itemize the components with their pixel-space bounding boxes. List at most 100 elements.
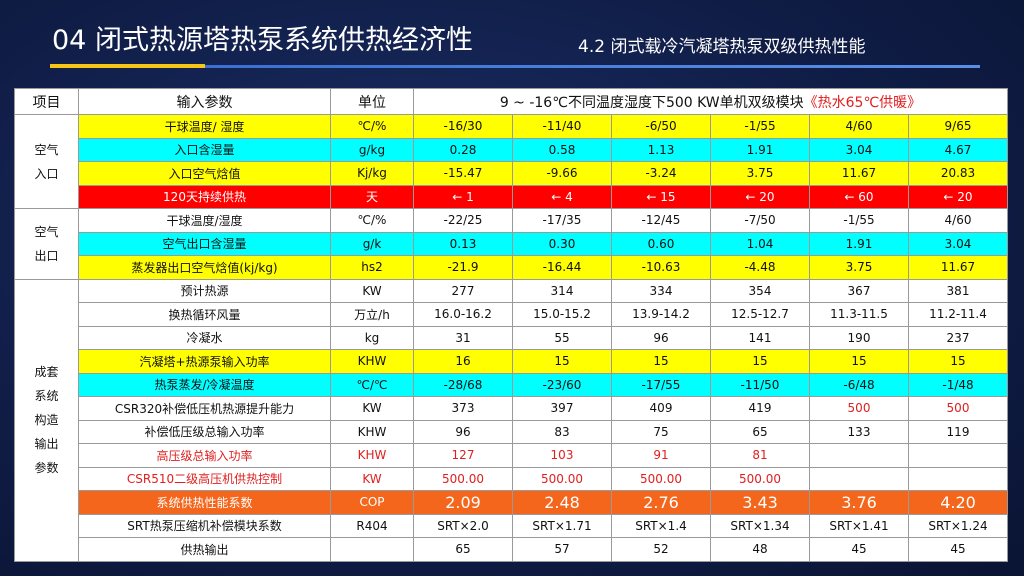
unit-cell: g/kg bbox=[330, 137, 414, 162]
value-cell: 4/60 bbox=[908, 208, 1008, 233]
value-cell: 314 bbox=[512, 278, 612, 303]
value-cell: 354 bbox=[710, 278, 810, 303]
table-row: 入口空气焓值 Kj/kg -15.47 -9.66 -3.24 3.75 11.67 20.8… bbox=[15, 161, 1008, 186]
value-cell: 3.04 bbox=[908, 231, 1008, 256]
table-row: 补偿低压级总输入功率 KHW 96 83 75 65 133 119 bbox=[15, 419, 1008, 444]
value-cell: SRT×1.4 bbox=[611, 513, 711, 538]
value-cell: 31 bbox=[413, 325, 513, 350]
value-cell: -15.47 bbox=[413, 161, 513, 186]
value-cell: 373 bbox=[413, 396, 513, 421]
header-cell: 单位 bbox=[330, 88, 414, 115]
value-cell: 55 bbox=[512, 325, 612, 350]
value-cell: 119 bbox=[908, 419, 1008, 444]
value-cell: 127 bbox=[413, 443, 513, 468]
value-cell: 3.75 bbox=[710, 161, 810, 186]
param-cell: 供热输出 bbox=[78, 537, 331, 562]
value-cell: 0.30 bbox=[512, 231, 612, 256]
value-cell: 13.9-14.2 bbox=[611, 302, 711, 327]
param-cell: 入口空气焓值 bbox=[78, 161, 331, 186]
value-cell: ← 60 bbox=[809, 184, 909, 209]
param-cell: 空气出口含湿量 bbox=[78, 231, 331, 256]
value-cell: 0.60 bbox=[611, 231, 711, 256]
value-cell: 65 bbox=[710, 419, 810, 444]
unit-cell: KW bbox=[330, 396, 414, 421]
param-cell: 高压级总输入功率 bbox=[78, 443, 331, 468]
param-cell: 热泵蒸发/冷凝温度 bbox=[78, 372, 331, 397]
unit-cell: KW bbox=[330, 466, 414, 491]
param-cell: 干球温度/ 湿度 bbox=[78, 114, 331, 139]
value-cell: 4.67 bbox=[908, 137, 1008, 162]
value-cell: 1.13 bbox=[611, 137, 711, 162]
table-row: 空气出口含湿量 g/k 0.13 0.30 0.60 1.04 1.91 3.04 bbox=[15, 231, 1008, 256]
value-cell: -9.66 bbox=[512, 161, 612, 186]
value-cell: -3.24 bbox=[611, 161, 711, 186]
param-cell: 干球温度/湿度 bbox=[78, 208, 331, 233]
divider-line bbox=[205, 65, 980, 68]
param-cell: 换热循环风量 bbox=[78, 302, 331, 327]
value-cell: 65 bbox=[413, 537, 513, 562]
value-cell: -21.9 bbox=[413, 255, 513, 280]
value-cell: 15 bbox=[611, 349, 711, 374]
value-cell: 0.58 bbox=[512, 137, 612, 162]
value-cell: 3.75 bbox=[809, 255, 909, 280]
value-cell: -6/48 bbox=[809, 372, 909, 397]
unit-cell: ℃/℃ bbox=[330, 372, 414, 397]
value-cell bbox=[809, 466, 909, 491]
value-cell: 500 bbox=[809, 396, 909, 421]
value-cell: 12.5-12.7 bbox=[710, 302, 810, 327]
value-cell: 3.76 bbox=[809, 490, 909, 515]
value-cell: SRT×1.34 bbox=[710, 513, 810, 538]
unit-cell: ℃/% bbox=[330, 208, 414, 233]
value-cell: -1/55 bbox=[809, 208, 909, 233]
header-cell: 输入参数 bbox=[78, 88, 331, 115]
unit-cell: KHW bbox=[330, 443, 414, 468]
unit-cell: KW bbox=[330, 278, 414, 303]
param-cell: 120天持续供热 bbox=[78, 184, 331, 209]
value-cell: 103 bbox=[512, 443, 612, 468]
table-row: 冷凝水 kg 31 55 96 141 190 237 bbox=[15, 325, 1008, 350]
value-cell: 15 bbox=[908, 349, 1008, 374]
table-row: 汽凝塔+热源泵输入功率 KHW 16 15 15 15 15 15 bbox=[15, 349, 1008, 374]
value-cell: 9/65 bbox=[908, 114, 1008, 139]
value-cell bbox=[809, 443, 909, 468]
value-cell: 334 bbox=[611, 278, 711, 303]
group-label: 空气 入口 bbox=[14, 114, 79, 209]
header-cell: 9 ~ -16℃不同温度湿度下500 KW单机双级模块《热水65℃供暖》 bbox=[413, 88, 1008, 115]
value-cell: 96 bbox=[611, 325, 711, 350]
param-cell: 冷凝水 bbox=[78, 325, 331, 350]
value-cell: ← 20 bbox=[908, 184, 1008, 209]
value-cell: 1.04 bbox=[710, 231, 810, 256]
table-row: 高压级总输入功率 KHW 127 103 91 81 bbox=[15, 443, 1008, 468]
value-cell: 500.00 bbox=[710, 466, 810, 491]
accent-bar bbox=[50, 64, 205, 68]
unit-cell: R404 bbox=[330, 513, 414, 538]
value-cell: 3.43 bbox=[710, 490, 810, 515]
table-row: 蒸发器出口空气焓值(kj/kg) hs2 -21.9 -16.44 -10.63 -4.4… bbox=[15, 255, 1008, 280]
value-cell: 381 bbox=[908, 278, 1008, 303]
value-cell: -4.48 bbox=[710, 255, 810, 280]
condition-note: 《热水65℃供暖》 bbox=[803, 94, 922, 111]
value-cell: 500.00 bbox=[413, 466, 513, 491]
value-cell: 57 bbox=[512, 537, 612, 562]
value-cell: 277 bbox=[413, 278, 513, 303]
table-row: 空气 入口 干球温度/ 湿度 ℃/% -16/30 -11/40 -6/50 -1/55 4/… bbox=[14, 114, 1008, 209]
table-row: 120天持续供热天 ← 1 ← 4 ← 15 ← 20 ← 60 ← 20 bbox=[15, 184, 1008, 209]
value-cell: -1/48 bbox=[908, 372, 1008, 397]
value-cell: 141 bbox=[710, 325, 810, 350]
value-cell: 4.20 bbox=[908, 490, 1008, 515]
value-cell: 48 bbox=[710, 537, 810, 562]
value-cell: 3.04 bbox=[809, 137, 909, 162]
unit-cell: Kj/kg bbox=[330, 161, 414, 186]
value-cell: 0.13 bbox=[413, 231, 513, 256]
param-cell: 补偿低压级总输入功率 bbox=[78, 419, 331, 444]
value-cell: 4/60 bbox=[809, 114, 909, 139]
value-cell: ← 15 bbox=[611, 184, 711, 209]
value-cell: 11.2-11.4 bbox=[908, 302, 1008, 327]
value-cell: SRT×1.24 bbox=[908, 513, 1008, 538]
table-row: 空气 出口 干球温度/湿度 ℃/% -22/25 -17/35 -12/45 -7/50 -1… bbox=[14, 208, 1008, 280]
value-cell: 2.48 bbox=[512, 490, 612, 515]
group-label: 空气 出口 bbox=[14, 208, 79, 280]
value-cell bbox=[908, 466, 1008, 491]
value-cell: 2.09 bbox=[413, 490, 513, 515]
